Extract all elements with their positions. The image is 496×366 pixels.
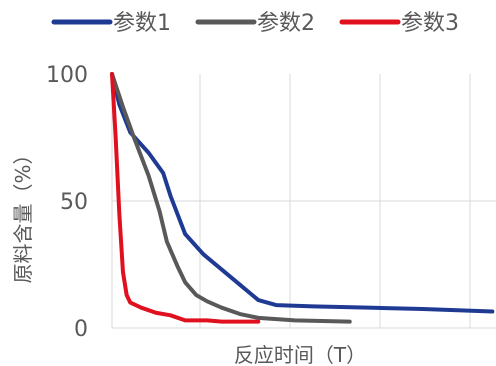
y-axis-label: 原料含量（%） bbox=[11, 144, 35, 283]
series-line-1 bbox=[110, 72, 495, 314]
legend-label: 参数3 bbox=[401, 11, 459, 36]
legend-label: 参数2 bbox=[257, 11, 315, 36]
x-axis-label: 反应时间（T） bbox=[234, 343, 366, 366]
y-axis-ticks: 0 50 100 bbox=[46, 63, 88, 342]
grid bbox=[111, 74, 496, 328]
series-lines bbox=[110, 72, 495, 324]
series-line-3 bbox=[110, 72, 261, 324]
y-tick-label: 50 bbox=[60, 190, 88, 215]
legend-label: 参数1 bbox=[113, 11, 171, 36]
legend: 参数1 参数2 参数3 bbox=[51, 11, 459, 36]
series-line-2 bbox=[110, 72, 352, 324]
y-tick-label: 0 bbox=[74, 317, 88, 342]
y-tick-label: 100 bbox=[46, 63, 88, 88]
